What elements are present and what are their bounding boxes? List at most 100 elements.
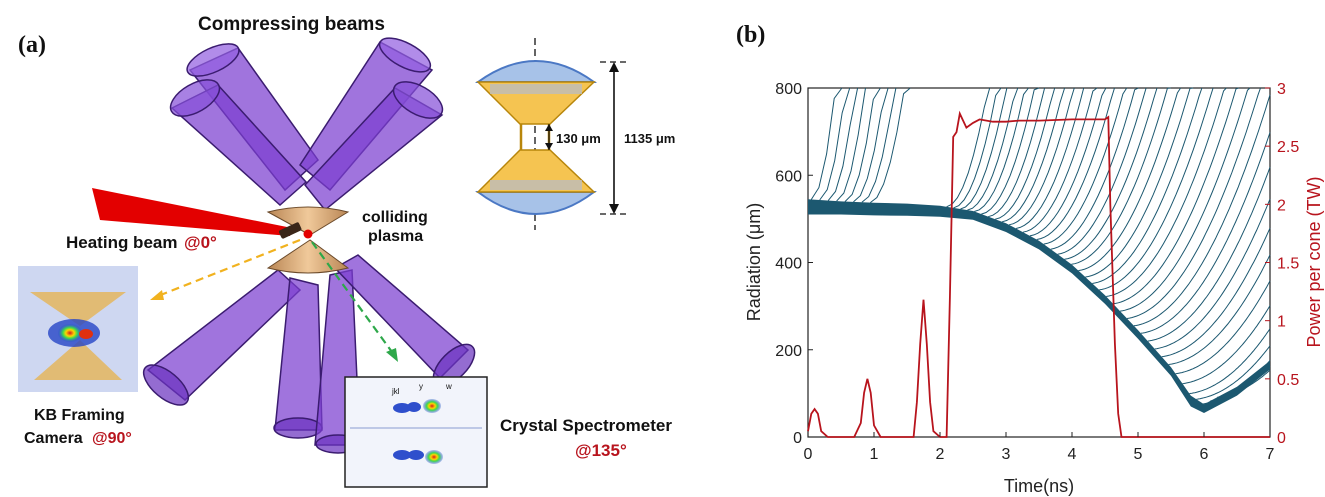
crystal-label-line1: Crystal Spectrometer <box>500 416 672 435</box>
power-series <box>807 110 1270 438</box>
radiation-trajectory <box>819 87 851 201</box>
x-tick-label: 4 <box>1068 446 1077 463</box>
x-tick-label: 3 <box>1002 446 1011 463</box>
crystal-angle: @135° <box>575 441 627 460</box>
y-right-tick-label: 1 <box>1277 314 1286 331</box>
radiation-trajectory <box>1071 87 1171 265</box>
radiation-trajectory <box>1036 87 1115 240</box>
radiation-trajectory <box>1175 280 1271 375</box>
panel-b-label: (b) <box>736 22 765 48</box>
spectrum-line-y: y <box>419 382 423 391</box>
y-axis-left-label: Radiation (μm) <box>744 203 764 321</box>
x-tick-label: 1 <box>870 446 879 463</box>
radiation-trajectory <box>1120 87 1251 312</box>
target-inset <box>474 38 628 230</box>
heating-beam <box>92 188 313 239</box>
radiation-trajectory <box>974 87 1029 212</box>
radiation-trajectory <box>1147 167 1271 342</box>
radiation-trajectory <box>1106 87 1227 297</box>
radiation-trajectory <box>1001 87 1066 223</box>
y-left-tick-label: 400 <box>775 256 802 273</box>
inset-gap-label: 130 μm <box>556 131 601 146</box>
colliding-label-line1: colliding <box>362 209 428 226</box>
kb-label-line2: Camera <box>24 430 83 447</box>
radiation-trajectory <box>1043 87 1128 245</box>
radiation-trajectory <box>1099 87 1214 291</box>
kb-angle: @90° <box>92 430 132 447</box>
spectrometer-view-arrow <box>311 241 393 353</box>
radiation-trajectory <box>1050 87 1139 250</box>
radiation-trajectory <box>1203 360 1271 405</box>
radiation-trajectory <box>1057 87 1147 255</box>
radiation-trajectory <box>1217 369 1271 398</box>
radiation-trajectory <box>1168 254 1271 365</box>
radiation-trajectory <box>844 87 881 202</box>
radiation-trajectory <box>953 87 1002 209</box>
inset-total-label: 1135 μm <box>624 131 675 146</box>
collision-point <box>303 229 313 239</box>
radiation-trajectory <box>1015 87 1085 229</box>
y-right-tick-label: 1.5 <box>1277 256 1299 273</box>
beam-upper-left-2 <box>169 79 308 207</box>
y-right-tick-label: 0 <box>1277 430 1286 447</box>
radiation-trajectory <box>1154 198 1271 350</box>
kb-camera-image <box>18 266 138 392</box>
radiation-trajectory <box>836 87 866 202</box>
y-right-tick-label: 3 <box>1277 81 1286 98</box>
y-right-tick-label: 0.5 <box>1277 372 1299 389</box>
colliding-label-line2: plasma <box>368 228 423 245</box>
heating-beam-label: Heating beam <box>66 233 177 252</box>
y-right-tick-label: 2 <box>1277 197 1286 214</box>
radiation-trajectory <box>869 87 911 203</box>
radiation-trajectory <box>1196 345 1271 400</box>
heating-beam-angle: @0° <box>184 233 217 252</box>
radiation-trajectory <box>1161 227 1271 358</box>
target-cones <box>266 206 350 274</box>
y-left-tick-label: 800 <box>775 81 802 98</box>
radiation-trajectory <box>995 87 1056 220</box>
power-line <box>807 110 1270 438</box>
radiation-trajectory <box>967 87 1019 211</box>
radiation-trajectory <box>946 87 991 208</box>
radiation-trajectory <box>988 87 1046 218</box>
view-arrows <box>150 238 398 362</box>
radiation-trajectory <box>810 87 843 200</box>
x-tick-label: 7 <box>1266 446 1275 463</box>
spectrum-line-jkl: jkl <box>391 387 400 396</box>
radiation-trajectory <box>1022 87 1098 233</box>
radiation-bulk-band <box>808 199 1270 413</box>
radiation-trajectory <box>981 87 1040 215</box>
beam-lower-left-2 <box>273 277 323 439</box>
radiation-trajectory <box>1126 87 1261 319</box>
y-axis-right-label: Power per cone (TW) <box>1304 176 1324 347</box>
radiation-trajectory <box>1189 328 1271 395</box>
x-tick-label: 2 <box>936 446 945 463</box>
panel-a: (a) Compressing beams <box>18 14 675 488</box>
radiation-trajectory <box>861 87 897 203</box>
y-left-tick-label: 200 <box>775 343 802 360</box>
compressing-beams-title: Compressing beams <box>198 14 385 35</box>
spectrum-line-w: w <box>445 382 452 391</box>
radiation-trajectory <box>1085 87 1194 278</box>
spectrometer-image: jkl y w <box>344 376 488 488</box>
radiation-series <box>808 87 1271 413</box>
x-tick-label: 0 <box>804 446 813 463</box>
y-right-tick-label: 2.5 <box>1277 139 1299 156</box>
kb-label-line1: KB Framing <box>34 407 125 424</box>
radiation-trajectory <box>1133 94 1271 327</box>
beam-lower-right-2 <box>333 254 476 387</box>
beam-lower-left-1 <box>142 269 302 406</box>
radiation-trajectory <box>1078 87 1182 272</box>
compressing-beams <box>142 37 476 454</box>
panel-a-label: (a) <box>18 32 46 58</box>
x-tick-label: 6 <box>1200 446 1209 463</box>
radiation-trajectory <box>1092 87 1203 284</box>
x-axis-label: Time(ns) <box>1004 476 1074 496</box>
radiation-trajectory <box>1008 87 1075 226</box>
radiation-trajectory <box>1113 87 1239 305</box>
radiation-trajectory <box>853 87 889 203</box>
radiation-trajectory <box>1140 132 1271 334</box>
